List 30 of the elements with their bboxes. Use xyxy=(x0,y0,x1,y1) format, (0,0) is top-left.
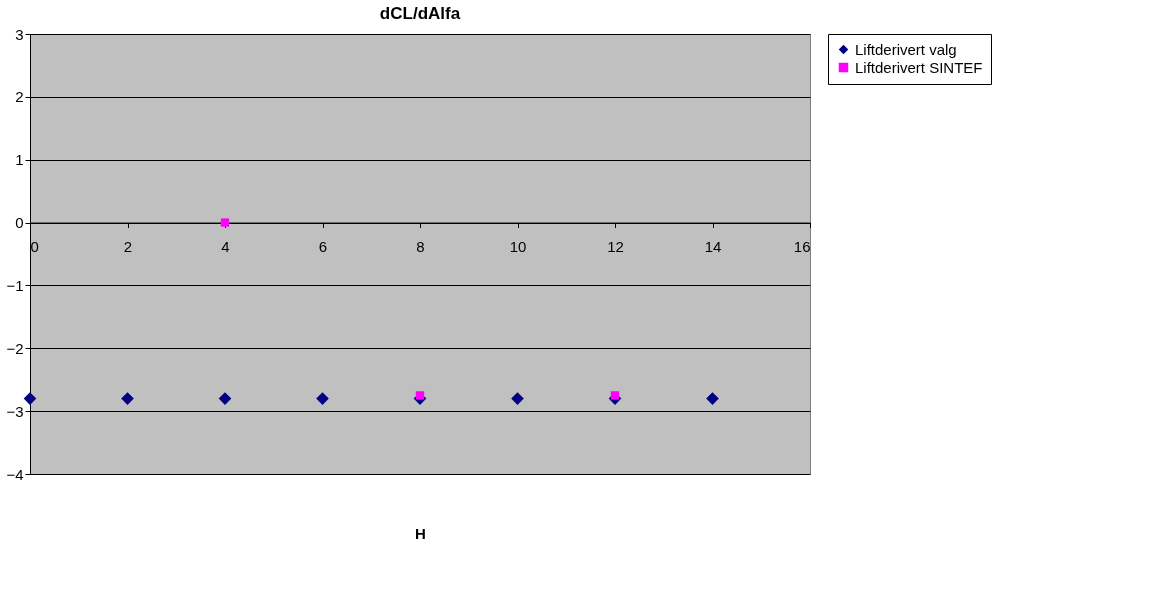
point xyxy=(610,391,620,400)
x-axis-title: H xyxy=(415,524,426,542)
chart-title: dCL/dAlfa xyxy=(379,4,461,23)
legend-label: Liftderivert SINTEF xyxy=(855,58,983,76)
x-tick-label: 8 xyxy=(416,238,425,256)
x-tick-label: 16 xyxy=(793,238,811,256)
x-tick-label: 6 xyxy=(318,238,328,256)
point xyxy=(220,218,230,227)
y-tick-label: −4 xyxy=(6,465,24,483)
point xyxy=(121,392,134,405)
legend-label: Liftderivert valg xyxy=(855,40,957,58)
x-tick-label: 12 xyxy=(607,238,624,256)
point xyxy=(511,392,524,405)
point xyxy=(218,392,232,405)
point xyxy=(415,391,425,400)
y-tick-label: −2 xyxy=(6,339,24,357)
x-tick-label: 14 xyxy=(704,238,722,256)
x-tick-label: 10 xyxy=(509,238,527,256)
y-tick-label: −3 xyxy=(6,402,24,420)
y-tick-label: 2 xyxy=(15,88,24,106)
point xyxy=(316,392,329,405)
x-tick-label: 0 xyxy=(30,238,39,256)
y-tick-label: 1 xyxy=(15,151,24,169)
point xyxy=(23,392,37,405)
point xyxy=(706,392,719,405)
x-tick-label: 2 xyxy=(123,238,133,256)
y-tick-label: −1 xyxy=(6,276,24,294)
y-tick-label: 3 xyxy=(15,25,24,43)
x-tick-label: 4 xyxy=(221,238,230,256)
y-tick-label: 0 xyxy=(15,214,24,232)
